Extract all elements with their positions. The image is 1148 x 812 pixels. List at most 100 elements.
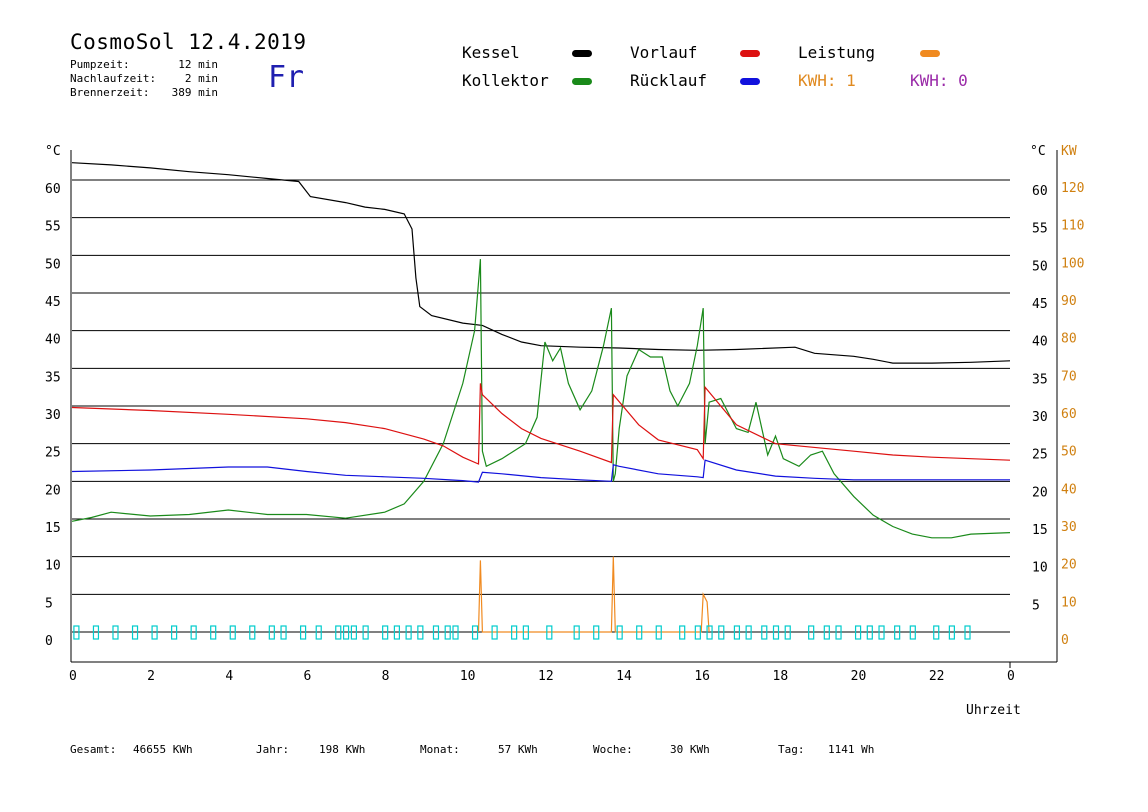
y-tick-left-55: 55 (45, 220, 61, 235)
pump-marker-15 (342, 625, 350, 640)
nachlaufzeit-value: 2 min (184, 72, 218, 85)
legend-ruecklauf-marker (740, 78, 760, 85)
series-line-rücklauf (71, 459, 1010, 483)
x-tick-12: 0 (1007, 669, 1015, 684)
y-tick-left-30: 30 (45, 408, 61, 423)
y-tick-left-10: 10 (45, 559, 61, 574)
pump-marker-42 (772, 625, 780, 640)
x-tick-11: 22 (929, 669, 945, 684)
legend-vorlauf-label: Vorlauf (630, 43, 698, 62)
y-tick-kw-40: 40 (1061, 482, 1077, 497)
total-tag-label: Tag: (778, 743, 805, 756)
pump-marker-27 (511, 625, 518, 640)
y-tick-right-35: 35 (1032, 372, 1048, 387)
x-tick-5: 10 (460, 669, 476, 684)
y-tick-left-25: 25 (45, 446, 61, 461)
pumpzeit-label: Pumpzeit: (70, 58, 130, 71)
y-tick-kw-30: 30 (1061, 520, 1077, 535)
y-tick-right-45: 45 (1032, 297, 1048, 312)
total-woche-value: 30 KWh (670, 743, 710, 756)
pump-marker-3 (131, 625, 139, 640)
y-axis-unit-right: °C (1030, 144, 1046, 159)
pump-marker-21 (417, 625, 424, 640)
y-tick-right-50: 50 (1032, 259, 1048, 274)
pump-marker-52 (933, 625, 940, 640)
y-axis-unit-left: °C (45, 144, 61, 159)
pump-marker-33 (636, 625, 643, 640)
y-axis-unit-kw: KW (1061, 144, 1077, 159)
pump-marker-30 (573, 625, 580, 640)
x-axis-label: Uhrzeit (966, 703, 1021, 718)
total-monat-label: Monat: (420, 743, 460, 756)
y-tick-kw-110: 110 (1061, 219, 1084, 234)
total-gesamt-value: 46655 KWh (133, 743, 193, 756)
pump-marker-7 (210, 625, 217, 640)
pump-marker-44 (808, 625, 815, 640)
pump-marker-25 (471, 625, 479, 640)
pump-marker-38 (718, 625, 725, 640)
y-tick-left-20: 20 (45, 483, 61, 498)
y-tick-right-15: 15 (1032, 523, 1048, 538)
x-tick-1: 2 (147, 669, 155, 684)
total-jahr-value: 198 KWh (319, 743, 366, 756)
y-tick-left-40: 40 (45, 333, 61, 348)
pump-marker-43 (784, 625, 791, 640)
legend-vorlauf-marker (740, 50, 760, 57)
pumpzeit-value: 12 min (178, 58, 218, 71)
y-tick-kw-120: 120 (1061, 181, 1084, 196)
y-tick-left-50: 50 (45, 257, 61, 272)
pump-marker-48 (866, 625, 873, 640)
pump-marker-9 (249, 625, 256, 640)
pump-marker-0 (73, 625, 80, 640)
pump-marker-32 (616, 625, 623, 640)
pump-marker-10 (268, 625, 275, 640)
y-tick-kw-90: 90 (1061, 294, 1077, 309)
legend-ruecklauf-label: Rücklauf (630, 71, 708, 90)
pump-marker-54 (964, 625, 971, 640)
pump-marker-47 (854, 625, 862, 640)
y-tick-left-60: 60 (45, 182, 61, 197)
pump-marker-13 (315, 625, 322, 640)
pump-marker-2 (112, 625, 119, 640)
total-woche-label: Woche: (593, 743, 633, 756)
legend-kessel-label: Kessel (462, 43, 520, 62)
y-tick-kw-20: 20 (1061, 558, 1077, 573)
nachlaufzeit-label: Nachlaufzeit: (70, 72, 157, 85)
app-title: CosmoSol 12.4.2019 (70, 30, 307, 54)
pump-marker-24 (452, 625, 459, 640)
x-tick-4: 8 (382, 669, 390, 684)
x-tick-0: 0 (69, 669, 77, 684)
x-tick-3: 6 (304, 669, 312, 684)
series-line-leistung (477, 556, 710, 633)
pump-marker-45 (823, 625, 830, 640)
pump-marker-36 (694, 625, 701, 640)
x-tick-9: 18 (773, 669, 789, 684)
x-tick-6: 12 (538, 669, 554, 684)
y-tick-kw-100: 100 (1061, 256, 1084, 271)
pump-marker-20 (405, 625, 412, 640)
pump-marker-14 (335, 625, 342, 640)
y-tick-right-10: 10 (1032, 561, 1048, 576)
legend-kollektor-marker (572, 78, 592, 85)
pump-marker-39 (733, 625, 741, 640)
pump-marker-51 (909, 625, 916, 640)
y-tick-kw-50: 50 (1061, 445, 1077, 460)
brennerzeit-label: Brennerzeit: (70, 86, 150, 99)
y-tick-left-15: 15 (45, 521, 61, 536)
pump-marker-11 (280, 625, 287, 640)
x-tick-2: 4 (225, 669, 233, 684)
pump-marker-8 (229, 625, 236, 640)
pump-marker-22 (432, 625, 440, 640)
y-tick-right-30: 30 (1032, 410, 1048, 425)
total-monat-value: 57 KWh (498, 743, 538, 756)
pump-marker-16 (350, 625, 357, 640)
pump-marker-19 (393, 625, 400, 640)
pump-marker-6 (190, 625, 197, 640)
pump-marker-37 (706, 625, 713, 640)
pump-marker-1 (92, 625, 100, 640)
y-tick-right-25: 25 (1032, 448, 1048, 463)
x-tick-10: 20 (851, 669, 867, 684)
total-jahr-label: Jahr: (256, 743, 290, 756)
y-tick-left-5: 5 (45, 596, 53, 611)
